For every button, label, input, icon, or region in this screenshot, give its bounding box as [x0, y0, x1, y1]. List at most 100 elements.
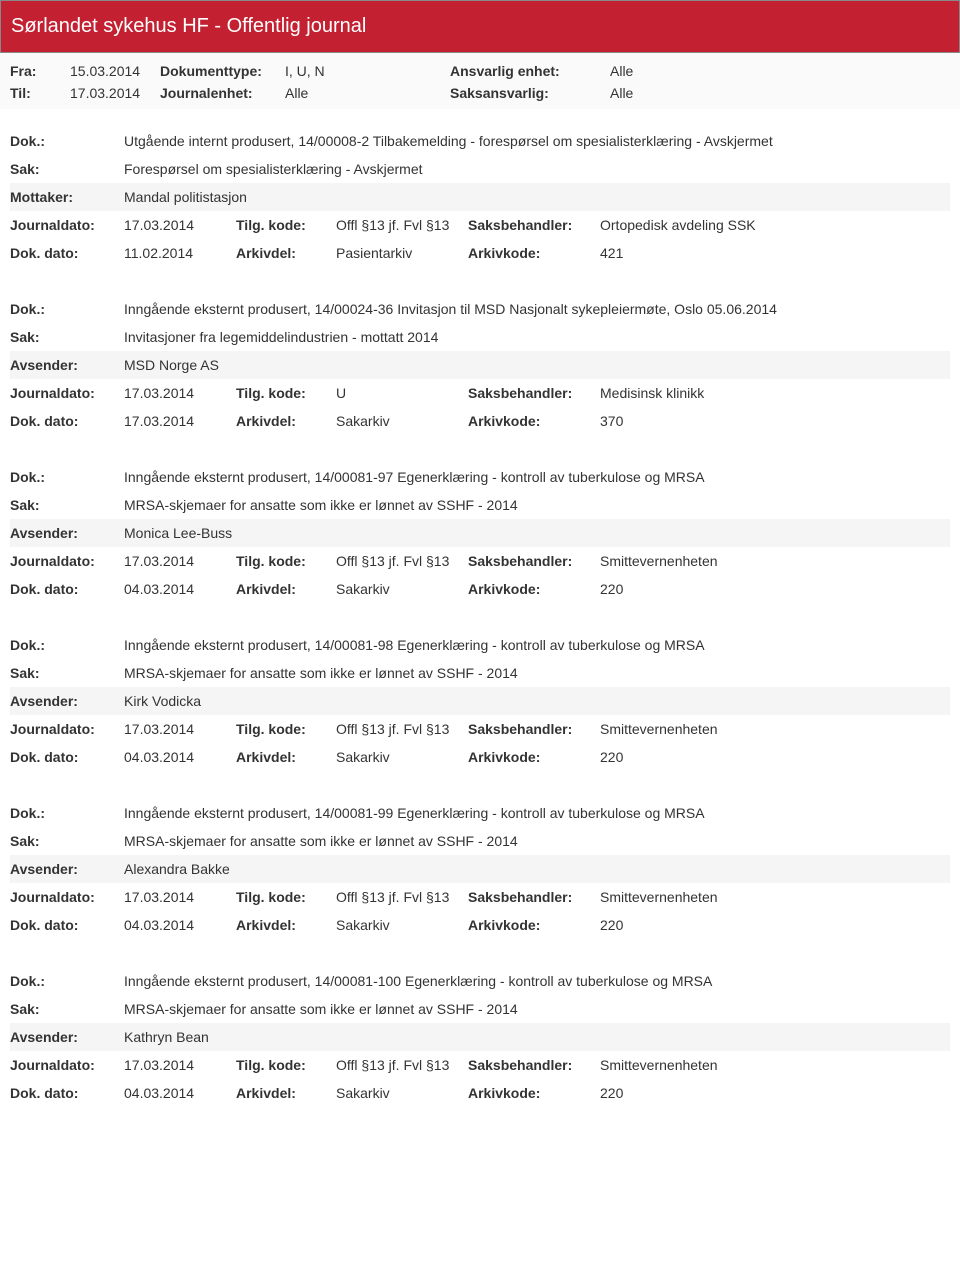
dok-label: Dok.: [10, 301, 124, 317]
party-label: Avsender: [10, 693, 124, 709]
journal-entry: Dok.: Inngående eksternt produsert, 14/0… [0, 463, 960, 603]
filter-bar: Fra: 15.03.2014 Dokumenttype: I, U, N An… [0, 53, 960, 109]
dokdato-value: 17.03.2014 [124, 413, 194, 429]
fra-value: 15.03.2014 [70, 63, 140, 79]
dok-value: Utgående internt produsert, 14/00008-2 T… [124, 133, 950, 149]
journalenhet-value: Alle [285, 85, 308, 101]
sak-value: Forespørsel om spesialisterklæring - Avs… [124, 161, 950, 177]
arkivkode-value: 220 [600, 749, 623, 765]
dok-label: Dok.: [10, 973, 124, 989]
arkivdel-value: Sakarkiv [336, 917, 390, 933]
journal-entry: Dok.: Inngående eksternt produsert, 14/0… [0, 295, 960, 435]
ansvarlig-value: Alle [610, 63, 633, 79]
journaldato-label: Journaldato: [10, 385, 124, 401]
arkivdel-value: Sakarkiv [336, 413, 390, 429]
arkivkode-value: 370 [600, 413, 623, 429]
arkivdel-value: Sakarkiv [336, 581, 390, 597]
tilgkode-value: Offl §13 jf. Fvl §13 [336, 217, 449, 233]
journaldato-label: Journaldato: [10, 1057, 124, 1073]
arkivkode-label: Arkivkode: [468, 413, 568, 429]
sak-label: Sak: [10, 833, 124, 849]
tilgkode-value: Offl §13 jf. Fvl §13 [336, 1057, 449, 1073]
sak-value: MRSA-skjemaer for ansatte som ikke er lø… [124, 833, 950, 849]
dokdato-label: Dok. dato: [10, 581, 124, 597]
saksbehandler-label: Saksbehandler: [468, 385, 600, 401]
journaldato-label: Journaldato: [10, 721, 124, 737]
ansvarlig-label: Ansvarlig enhet: [450, 63, 575, 79]
journal-entry: Dok.: Inngående eksternt produsert, 14/0… [0, 967, 960, 1107]
sak-value: MRSA-skjemaer for ansatte som ikke er lø… [124, 1001, 950, 1017]
dok-label: Dok.: [10, 805, 124, 821]
journal-entry: Dok.: Inngående eksternt produsert, 14/0… [0, 799, 960, 939]
page-header: Sørlandet sykehus HF - Offentlig journal [0, 0, 960, 53]
arkivdel-label: Arkivdel: [236, 917, 336, 933]
dokdato-value: 04.03.2014 [124, 749, 194, 765]
arkivdel-value: Pasientarkiv [336, 245, 412, 261]
saksbehandler-label: Saksbehandler: [468, 889, 600, 905]
tilgkode-value: Offl §13 jf. Fvl §13 [336, 889, 449, 905]
party-value: Mandal politistasjon [124, 189, 950, 205]
journaldato-value: 17.03.2014 [124, 1057, 194, 1073]
dok-value: Inngående eksternt produsert, 14/00081-9… [124, 637, 950, 653]
party-label: Mottaker: [10, 189, 124, 205]
dokdato-label: Dok. dato: [10, 749, 124, 765]
arkivkode-label: Arkivkode: [468, 245, 568, 261]
arkivkode-value: 220 [600, 1085, 623, 1101]
arkivdel-label: Arkivdel: [236, 749, 336, 765]
entries-list: Dok.: Utgående internt produsert, 14/000… [0, 127, 960, 1107]
arkivdel-label: Arkivdel: [236, 413, 336, 429]
arkivkode-label: Arkivkode: [468, 917, 568, 933]
journaldato-value: 17.03.2014 [124, 217, 194, 233]
tilgkode-label: Tilg. kode: [236, 553, 336, 569]
arkivkode-value: 220 [600, 917, 623, 933]
party-label: Avsender: [10, 357, 124, 373]
saksbehandler-label: Saksbehandler: [468, 553, 600, 569]
saksansvarlig-label: Saksansvarlig: [450, 85, 575, 101]
tilgkode-value: Offl §13 jf. Fvl §13 [336, 553, 449, 569]
dok-value: Inngående eksternt produsert, 14/00081-9… [124, 469, 950, 485]
fra-label: Fra: [10, 63, 70, 79]
saksbehandler-value: Smittevernenheten [600, 553, 718, 569]
dok-label: Dok.: [10, 637, 124, 653]
dok-label: Dok.: [10, 469, 124, 485]
journaldato-label: Journaldato: [10, 217, 124, 233]
journaldato-value: 17.03.2014 [124, 553, 194, 569]
saksbehandler-label: Saksbehandler: [468, 721, 600, 737]
saksbehandler-value: Smittevernenheten [600, 721, 718, 737]
til-label: Til: [10, 85, 70, 101]
sak-label: Sak: [10, 161, 124, 177]
dok-value: Inngående eksternt produsert, 14/00081-9… [124, 805, 950, 821]
sak-value: Invitasjoner fra legemiddelindustrien - … [124, 329, 950, 345]
party-value: Kirk Vodicka [124, 693, 950, 709]
saksbehandler-value: Ortopedisk avdeling SSK [600, 217, 756, 233]
dok-value: Inngående eksternt produsert, 14/00024-3… [124, 301, 950, 317]
journaldato-value: 17.03.2014 [124, 385, 194, 401]
dokdato-value: 04.03.2014 [124, 1085, 194, 1101]
arkivkode-label: Arkivkode: [468, 1085, 568, 1101]
sak-label: Sak: [10, 665, 124, 681]
journal-entry: Dok.: Utgående internt produsert, 14/000… [0, 127, 960, 267]
sak-value: MRSA-skjemaer for ansatte som ikke er lø… [124, 497, 950, 513]
dokdato-label: Dok. dato: [10, 245, 124, 261]
tilgkode-label: Tilg. kode: [236, 889, 336, 905]
saksbehandler-value: Medisinsk klinikk [600, 385, 704, 401]
arkivdel-label: Arkivdel: [236, 581, 336, 597]
tilgkode-label: Tilg. kode: [236, 385, 336, 401]
arkivdel-label: Arkivdel: [236, 1085, 336, 1101]
doktype-label: Dokumenttype: [160, 63, 285, 79]
journaldato-value: 17.03.2014 [124, 721, 194, 737]
party-value: Monica Lee-Buss [124, 525, 950, 541]
tilgkode-label: Tilg. kode: [236, 217, 336, 233]
party-label: Avsender: [10, 861, 124, 877]
sak-label: Sak: [10, 1001, 124, 1017]
party-value: Alexandra Bakke [124, 861, 950, 877]
arkivkode-label: Arkivkode: [468, 749, 568, 765]
dok-value: Inngående eksternt produsert, 14/00081-1… [124, 973, 950, 989]
arkivdel-label: Arkivdel: [236, 245, 336, 261]
journaldato-value: 17.03.2014 [124, 889, 194, 905]
arkivdel-value: Sakarkiv [336, 749, 390, 765]
arkivdel-value: Sakarkiv [336, 1085, 390, 1101]
saksbehandler-label: Saksbehandler: [468, 217, 600, 233]
dokdato-label: Dok. dato: [10, 413, 124, 429]
dok-label: Dok.: [10, 133, 124, 149]
